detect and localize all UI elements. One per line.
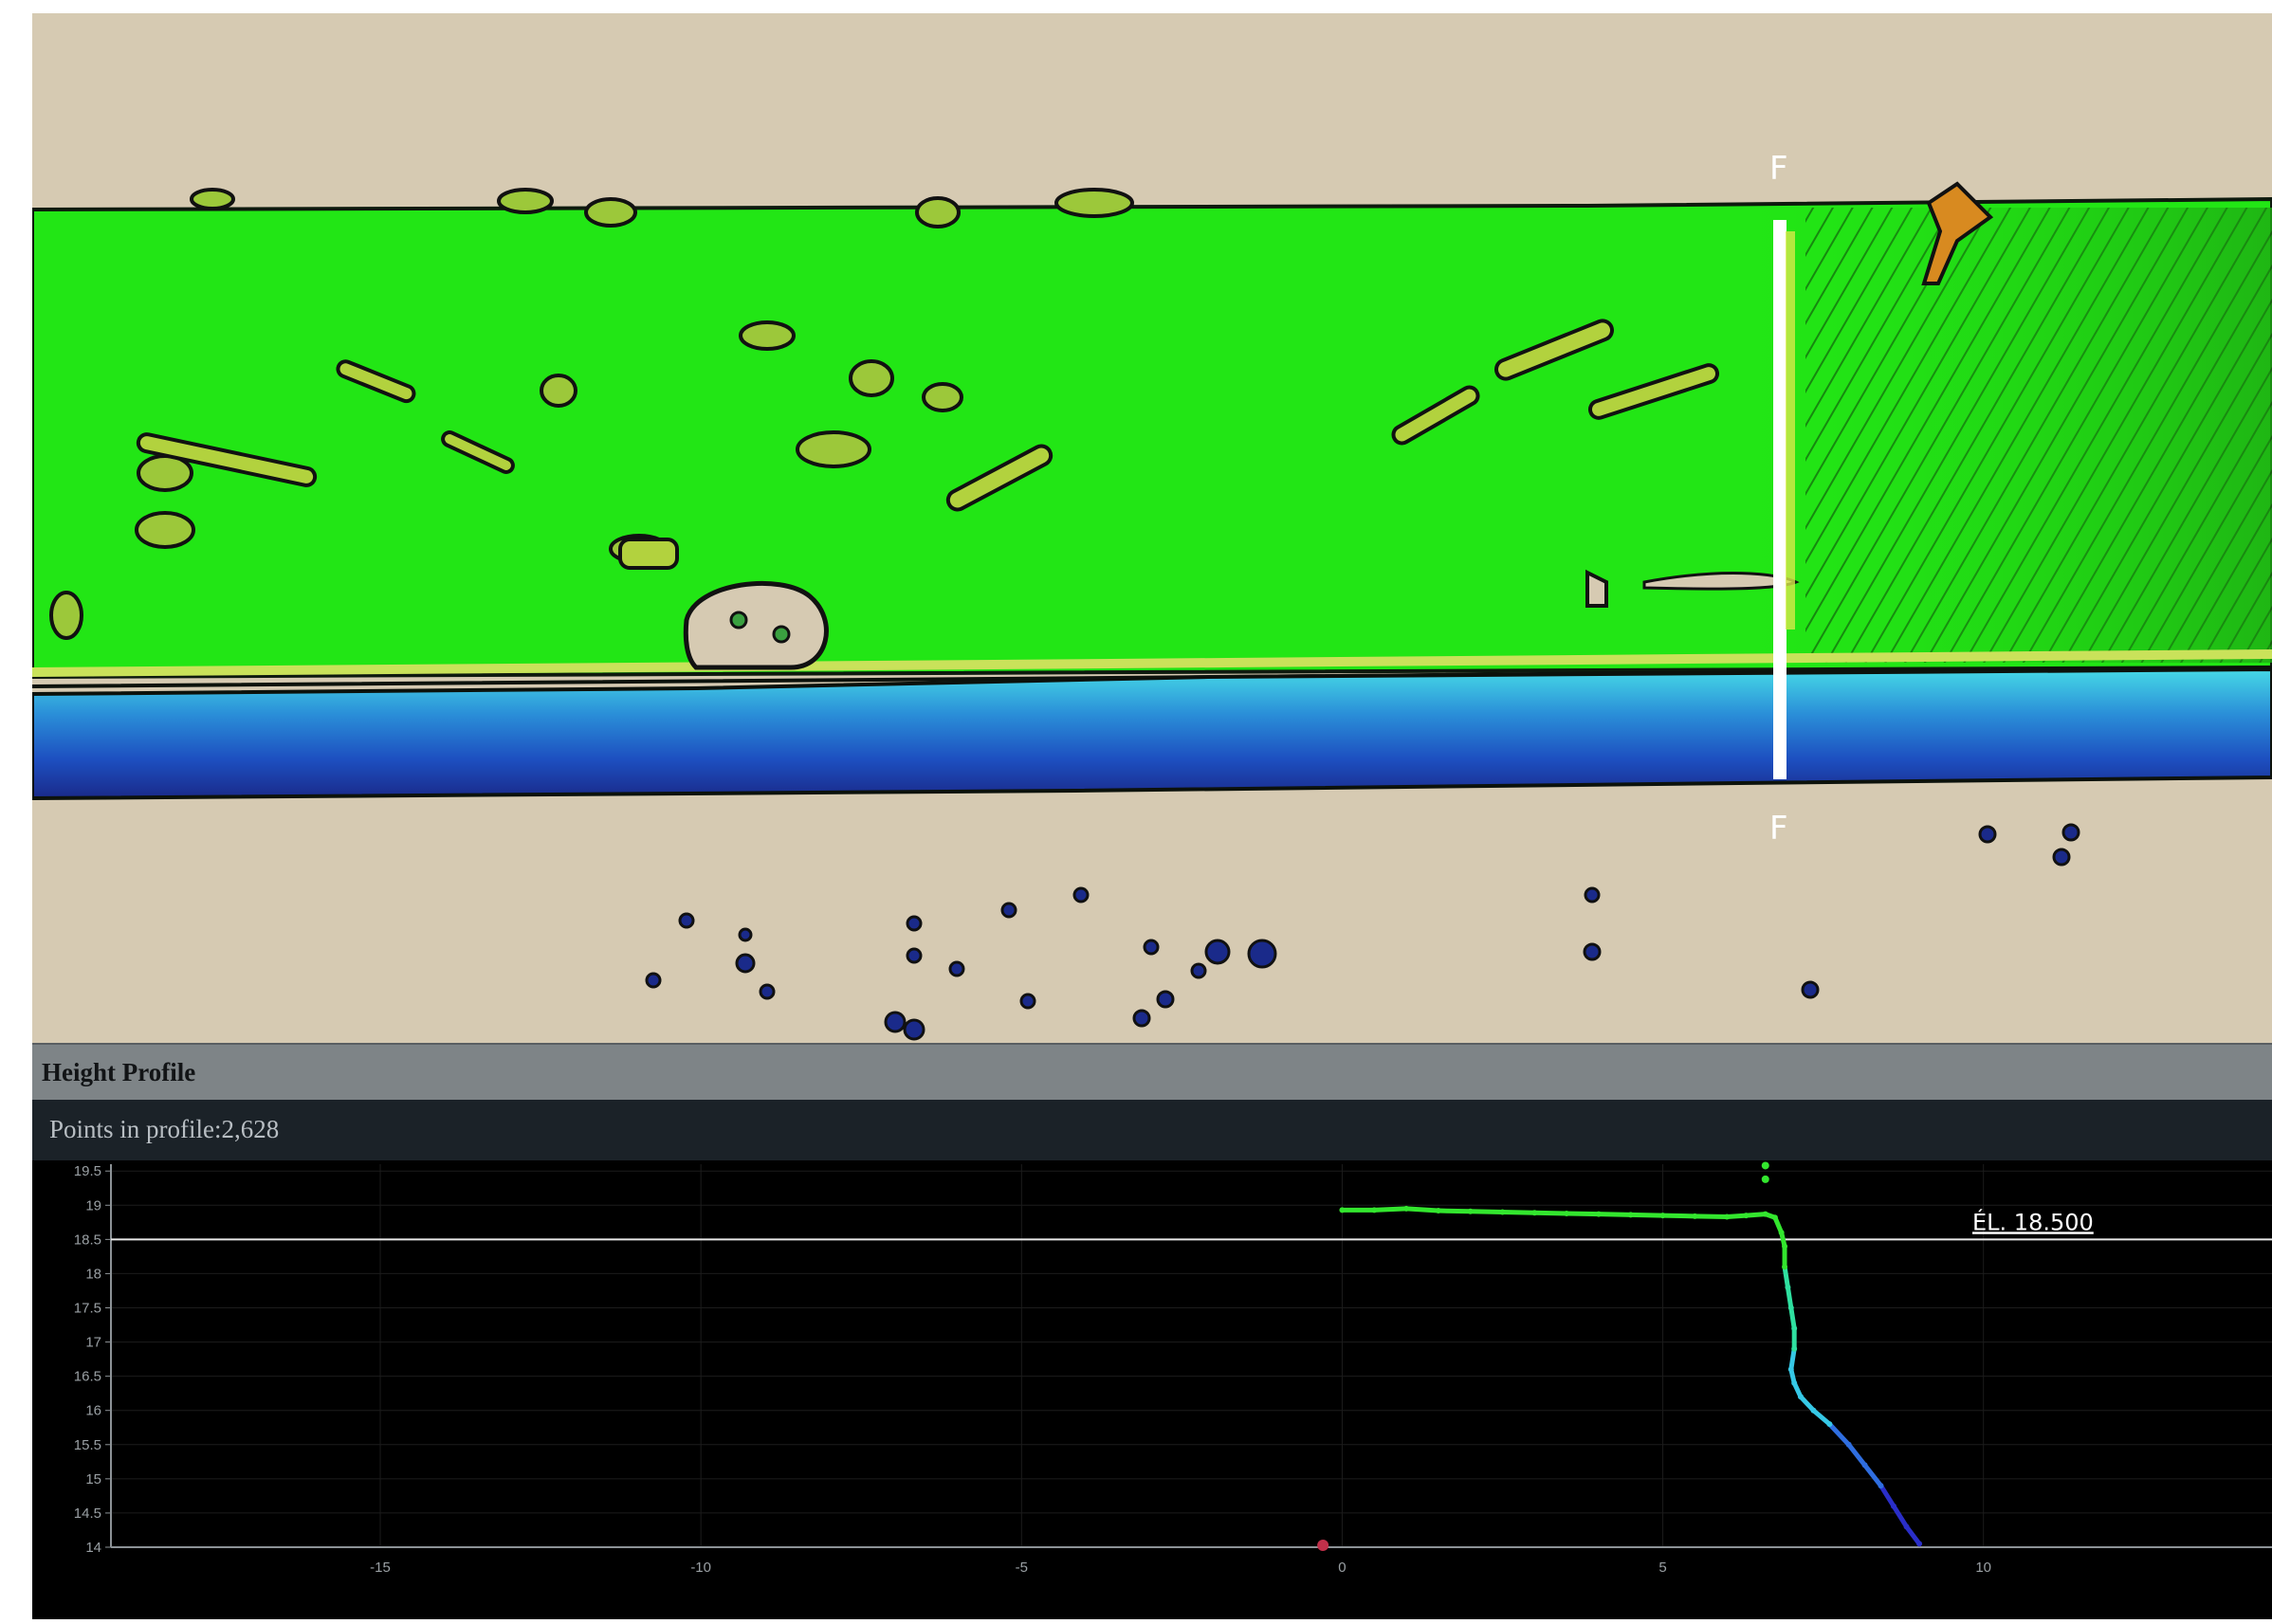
y-tick-label: 15 xyxy=(85,1471,101,1487)
profile-point xyxy=(1782,1243,1788,1250)
profile-outlier-point xyxy=(1761,1161,1769,1170)
profile-point xyxy=(1787,1305,1794,1311)
y-tick-label: 16 xyxy=(85,1403,101,1419)
x-tick-label: 0 xyxy=(1338,1560,1346,1576)
profile-segment xyxy=(1692,1213,1730,1220)
points-label: Points in profile: xyxy=(49,1115,222,1143)
profile-point xyxy=(1785,1284,1791,1290)
profile-segment xyxy=(1862,1462,1883,1488)
profile-segment xyxy=(1436,1208,1474,1214)
profile-point xyxy=(1762,1211,1768,1217)
profile-point xyxy=(1499,1209,1506,1215)
profile-segment xyxy=(1788,1346,1797,1372)
points-info-row: Points in profile:2,628 xyxy=(32,1100,2272,1160)
profile-point xyxy=(1791,1379,1798,1386)
profile-point xyxy=(1845,1441,1852,1448)
profile-segment xyxy=(1596,1212,1634,1217)
y-tick-label: 14 xyxy=(85,1540,101,1556)
y-tick-label: 18.5 xyxy=(74,1232,101,1248)
profile-point xyxy=(1659,1213,1666,1219)
height-profile-panel: Height Profile Points in profile:2,628 1… xyxy=(32,1043,2272,1619)
profile-point xyxy=(1435,1208,1441,1214)
profile-segment xyxy=(1904,1524,1922,1546)
profile-point xyxy=(1791,1325,1798,1332)
terrain-gap xyxy=(683,580,829,670)
profile-point xyxy=(1771,1214,1778,1221)
x-tick-label: 5 xyxy=(1658,1560,1666,1576)
orange-structure xyxy=(1921,181,1994,285)
profile-segment xyxy=(1785,1285,1794,1310)
profile-point xyxy=(1564,1210,1570,1216)
profile-segment xyxy=(1891,1504,1910,1529)
point-cloud-canvas[interactable] xyxy=(32,13,2272,1043)
profile-segment xyxy=(1468,1209,1505,1214)
y-tick-label: 18 xyxy=(85,1266,101,1282)
elevation-line-label: ÉL. 18.500 xyxy=(1972,1208,2094,1235)
profile-point xyxy=(1787,1366,1794,1373)
profile-point xyxy=(1791,1345,1798,1352)
y-tick-label: 15.5 xyxy=(74,1437,101,1453)
y-tick-label: 17 xyxy=(85,1335,101,1351)
app-window: F F Height Profile Points in profile:2,6… xyxy=(32,13,2272,1619)
embankment-water xyxy=(32,666,2272,801)
profile-segment xyxy=(1782,1264,1790,1290)
section-label-bottom: F xyxy=(1769,810,1788,848)
x-tick-label: 10 xyxy=(1975,1560,1991,1576)
profile-point xyxy=(1861,1462,1868,1469)
profile-segment xyxy=(1788,1305,1797,1331)
panel-header[interactable]: Height Profile xyxy=(32,1043,2272,1100)
points-count-text: Points in profile:2,628 xyxy=(49,1115,279,1144)
section-label-top: F xyxy=(1769,150,1788,188)
profile-point xyxy=(1891,1503,1897,1509)
profile-point xyxy=(1782,1264,1788,1270)
height-profile-chart[interactable]: 14 14.5 15 15.5 16 16.5 17 17.5 18 18.5 19 19.5 -15 -… xyxy=(32,1160,2272,1619)
profile-point xyxy=(1467,1208,1474,1214)
profile-point xyxy=(1810,1407,1817,1414)
y-tick-label: 14.5 xyxy=(74,1505,101,1522)
origin-marker xyxy=(1317,1540,1329,1551)
profile-point xyxy=(1826,1421,1833,1428)
profile-point xyxy=(1916,1541,1923,1547)
profile-segment xyxy=(1826,1421,1852,1448)
profile-segment xyxy=(1743,1212,1768,1218)
profile-point xyxy=(1531,1210,1538,1216)
profile-segment xyxy=(1810,1408,1832,1427)
profile-point xyxy=(1878,1483,1884,1489)
y-tick-label: 19 xyxy=(85,1197,101,1213)
panel-title: Height Profile xyxy=(42,1058,196,1086)
profile-point xyxy=(1797,1394,1804,1400)
profile-point xyxy=(1627,1212,1634,1218)
profile-segment xyxy=(1371,1206,1409,1213)
profile-segment xyxy=(1564,1211,1602,1217)
profile-segment xyxy=(1878,1483,1896,1509)
y-tick-label: 17.5 xyxy=(74,1301,101,1317)
y-tick-label: 19.5 xyxy=(74,1163,101,1179)
profile-point xyxy=(1403,1205,1410,1212)
x-tick-label: -5 xyxy=(1016,1560,1028,1576)
profile-point xyxy=(1692,1213,1698,1219)
profile-segment xyxy=(1846,1442,1868,1468)
profile-segment xyxy=(1798,1394,1816,1414)
profile-point xyxy=(1339,1207,1346,1213)
profile-point xyxy=(1778,1230,1785,1236)
x-tick-label: -10 xyxy=(690,1560,711,1576)
profile-segment xyxy=(1628,1212,1666,1218)
chart-canvas[interactable]: 14 14.5 15 15.5 16 16.5 17 17.5 18 18.5 19 19.5 -15 -… xyxy=(32,1160,2272,1619)
profile-point xyxy=(1724,1213,1731,1220)
profile-outlier-point xyxy=(1761,1175,1769,1183)
profile-point xyxy=(1595,1211,1602,1217)
x-tick-label: -15 xyxy=(370,1560,391,1576)
profile-section-line[interactable] xyxy=(1773,220,1786,779)
profile-segment xyxy=(1660,1213,1697,1219)
point-cloud-viewer[interactable]: F F xyxy=(32,13,2272,1043)
profile-segment xyxy=(1724,1213,1749,1220)
profile-point xyxy=(1371,1207,1378,1213)
y-tick-label: 16.5 xyxy=(74,1369,101,1385)
points-count: 2,628 xyxy=(221,1115,280,1143)
profile-point xyxy=(1743,1213,1750,1219)
profile-segment xyxy=(1403,1206,1441,1213)
profile-point xyxy=(1903,1524,1910,1530)
